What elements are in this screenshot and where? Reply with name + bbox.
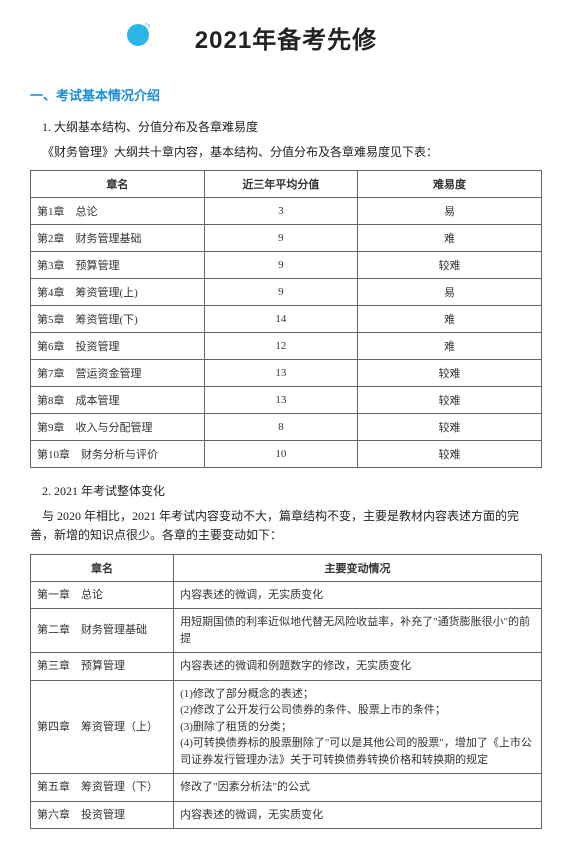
cell-chapter: 第六章 投资管理 [31, 801, 174, 829]
cell-score: 13 [204, 360, 357, 387]
cell-chapter: 第三章 预算管理 [31, 653, 174, 681]
table-row: 第5章 筹资管理(下)14难 [31, 306, 542, 333]
sub2-heading: 2. 2021 年考试整体变化 [30, 482, 542, 499]
cell-chapter: 第3章 预算管理 [31, 252, 205, 279]
cell-difficulty: 较难 [358, 252, 542, 279]
sub1-text: 《财务管理》大纲共十章内容，基本结构、分值分布及各章难易度见下表： [30, 143, 542, 162]
cell-chapter: 第5章 筹资管理(下) [31, 306, 205, 333]
cell-chapter: 第4章 筹资管理(上) [31, 279, 205, 306]
cell-score: 3 [204, 198, 357, 225]
cell-difficulty: 较难 [358, 387, 542, 414]
th-score: 近三年平均分值 [204, 171, 357, 198]
cell-change: 用短期国债的利率近似地代替无风险收益率，补充了"通货膨胀很小"的前提 [174, 609, 542, 653]
table-row: 第10章 财务分析与评价10较难 [31, 441, 542, 468]
cell-score: 9 [204, 279, 357, 306]
cell-difficulty: 较难 [358, 441, 542, 468]
cell-chapter: 第二章 财务管理基础 [31, 609, 174, 653]
cell-chapter: 第2章 财务管理基础 [31, 225, 205, 252]
change-table: 章名 主要变动情况 第一章 总论内容表述的微调，无实质变化第二章 财务管理基础用… [30, 554, 542, 830]
cell-chapter: 第一章 总论 [31, 581, 174, 609]
table-row: 第三章 预算管理内容表述的微调和例题数字的修改，无实质变化 [31, 653, 542, 681]
page-title: 2021年备考先修 [195, 20, 377, 55]
cell-chapter: 第8章 成本管理 [31, 387, 205, 414]
cell-score: 12 [204, 333, 357, 360]
cell-difficulty: 易 [358, 198, 542, 225]
cell-score: 9 [204, 252, 357, 279]
cell-score: 10 [204, 441, 357, 468]
table-row: 第7章 营运资金管理13较难 [31, 360, 542, 387]
table-row: 第9章 收入与分配管理8较难 [31, 414, 542, 441]
cell-score: 13 [204, 387, 357, 414]
cell-difficulty: 难 [358, 225, 542, 252]
cell-chapter: 第10章 财务分析与评价 [31, 441, 205, 468]
cell-chapter: 第五章 筹资管理（下） [31, 774, 174, 802]
table-row: 第3章 预算管理9较难 [31, 252, 542, 279]
cell-difficulty: 较难 [358, 360, 542, 387]
cell-chapter: 第6章 投资管理 [31, 333, 205, 360]
sub2-text: 与 2020 年相比，2021 年考试内容变动不大，篇章结构不变，主要是教材内容… [30, 507, 542, 545]
cell-change: 内容表述的微调，无实质变化 [174, 581, 542, 609]
circle-icon [125, 22, 151, 52]
table-row: 第五章 筹资管理（下）修改了"因素分析法"的公式 [31, 774, 542, 802]
table-header-row: 章名 主要变动情况 [31, 554, 542, 581]
th-difficulty: 难易度 [358, 171, 542, 198]
cell-change: 修改了"因素分析法"的公式 [174, 774, 542, 802]
table-row: 第二章 财务管理基础用短期国债的利率近似地代替无风险收益率，补充了"通货膨胀很小… [31, 609, 542, 653]
score-table: 章名 近三年平均分值 难易度 第1章 总论3易第2章 财务管理基础9难第3章 预… [30, 170, 542, 468]
table-row: 第8章 成本管理13较难 [31, 387, 542, 414]
cell-difficulty: 易 [358, 279, 542, 306]
title-row: 2021年备考先修 [30, 20, 542, 55]
cell-score: 9 [204, 225, 357, 252]
cell-chapter: 第四章 筹资管理（上） [31, 680, 174, 774]
th-change: 主要变动情况 [174, 554, 542, 581]
sub1-heading: 1. 大纲基本结构、分值分布及各章难易度 [30, 118, 542, 135]
table-row: 第1章 总论3易 [31, 198, 542, 225]
th-chapter2: 章名 [31, 554, 174, 581]
cell-change: 内容表述的微调，无实质变化 [174, 801, 542, 829]
cell-chapter: 第7章 营运资金管理 [31, 360, 205, 387]
table-row: 第四章 筹资管理（上）(1)修改了部分概念的表述；(2)修改了公开发行公司债券的… [31, 680, 542, 774]
table-row: 第6章 投资管理12难 [31, 333, 542, 360]
cell-difficulty: 难 [358, 333, 542, 360]
table-row: 第2章 财务管理基础9难 [31, 225, 542, 252]
cell-chapter: 第9章 收入与分配管理 [31, 414, 205, 441]
cell-change: 内容表述的微调和例题数字的修改，无实质变化 [174, 653, 542, 681]
cell-difficulty: 较难 [358, 414, 542, 441]
cell-chapter: 第1章 总论 [31, 198, 205, 225]
cell-score: 14 [204, 306, 357, 333]
th-chapter: 章名 [31, 171, 205, 198]
table-row: 第六章 投资管理内容表述的微调，无实质变化 [31, 801, 542, 829]
table-row: 第4章 筹资管理(上)9易 [31, 279, 542, 306]
table-row: 第一章 总论内容表述的微调，无实质变化 [31, 581, 542, 609]
section-heading: 一、考试基本情况介绍 [30, 85, 542, 104]
cell-difficulty: 难 [358, 306, 542, 333]
cell-score: 8 [204, 414, 357, 441]
table-header-row: 章名 近三年平均分值 难易度 [31, 171, 542, 198]
cell-change: (1)修改了部分概念的表述；(2)修改了公开发行公司债券的条件、股票上市的条件；… [174, 680, 542, 774]
